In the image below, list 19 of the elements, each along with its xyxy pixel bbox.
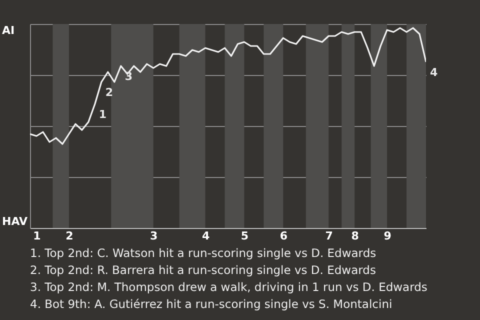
x-tick-label: 4 (202, 230, 210, 242)
text: AI (2, 24, 15, 37)
text: 4 (430, 66, 438, 79)
x-tick-label: 1 (33, 230, 41, 242)
annotation: 2 (105, 86, 114, 99)
text: 1. Top 2nd: C. Watson hit a run-scoring single vs D. Edwards (30, 246, 376, 260)
text: HAV (2, 215, 28, 228)
x-tick-label: 3 (150, 230, 158, 242)
x-tick-label: 8 (351, 230, 359, 242)
x-tick-label: 9 (384, 230, 392, 242)
text: 4. Bot 9th: A. Gutiérrez hit a run-scoring single vs S. Montalcini (30, 297, 392, 311)
annotation: 1 (98, 108, 107, 121)
x-tick-label: 2 (66, 230, 74, 242)
text: 3. Top 2nd: M. Thompson drew a walk, driving in 1 run vs D. Edwards (30, 280, 428, 294)
x-tick-label: 7 (325, 230, 333, 242)
x-tick-label: 6 (280, 230, 288, 242)
annotation: 3 (124, 70, 133, 83)
x-tick-label: 5 (240, 230, 249, 242)
text: 2. Top 2nd: R. Barrera hit a run-scoring single vs D. Edwards (30, 263, 376, 277)
